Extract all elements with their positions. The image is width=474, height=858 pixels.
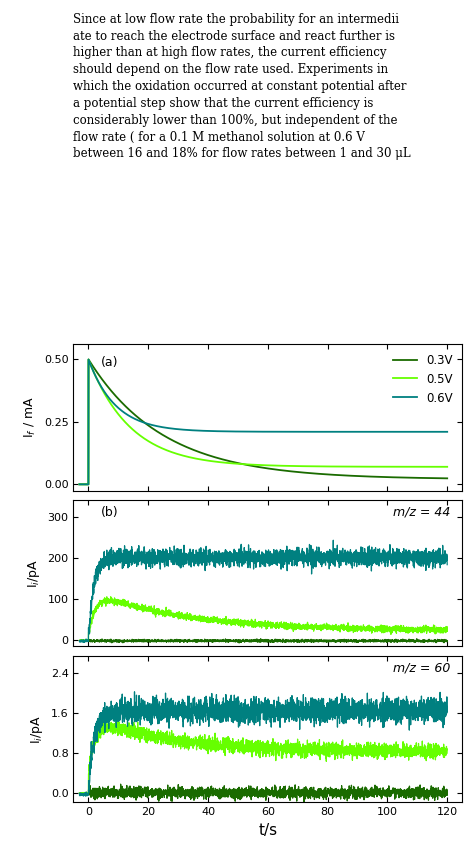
0.3V bbox=[437, 473, 443, 483]
Text: (a): (a) bbox=[100, 356, 118, 369]
0.3V bbox=[77, 479, 82, 489]
0.3V bbox=[234, 457, 239, 468]
X-axis label: t/s: t/s bbox=[258, 823, 277, 837]
Y-axis label: I$_i$/pA: I$_i$/pA bbox=[26, 559, 42, 588]
0.6V bbox=[234, 426, 239, 437]
Y-axis label: I$_f$ / mA: I$_f$ / mA bbox=[23, 396, 38, 438]
Line: 0.5V: 0.5V bbox=[80, 360, 447, 484]
0.5V bbox=[218, 457, 223, 468]
0.5V bbox=[86, 354, 91, 365]
Legend: 0.3V, 0.5V, 0.6V: 0.3V, 0.5V, 0.6V bbox=[390, 350, 456, 408]
Line: 0.3V: 0.3V bbox=[80, 360, 447, 484]
0.6V bbox=[86, 354, 91, 365]
0.6V bbox=[77, 479, 82, 489]
0.5V bbox=[77, 479, 82, 489]
Y-axis label: I$_i$/pA: I$_i$/pA bbox=[29, 715, 45, 744]
0.5V bbox=[398, 462, 403, 472]
0.6V bbox=[118, 406, 124, 416]
0.5V bbox=[444, 462, 450, 472]
0.5V bbox=[437, 462, 443, 472]
0.6V bbox=[444, 426, 450, 437]
0.6V bbox=[437, 426, 443, 437]
Text: m/z = 60: m/z = 60 bbox=[393, 662, 450, 674]
0.6V bbox=[140, 417, 146, 427]
0.5V bbox=[234, 458, 239, 468]
0.3V bbox=[140, 417, 146, 427]
Text: m/z = 44: m/z = 44 bbox=[393, 506, 450, 519]
0.5V bbox=[140, 432, 146, 443]
0.6V bbox=[218, 426, 223, 437]
0.3V bbox=[398, 473, 403, 483]
Line: 0.6V: 0.6V bbox=[80, 360, 447, 484]
0.5V bbox=[118, 413, 124, 423]
0.6V bbox=[398, 426, 403, 437]
Text: Since at low flow rate the probability for an intermedii
ate to reach the electr: Since at low flow rate the probability f… bbox=[73, 13, 411, 160]
0.3V bbox=[218, 454, 223, 464]
0.3V bbox=[86, 354, 91, 365]
Text: (b): (b) bbox=[100, 506, 118, 519]
0.3V bbox=[444, 474, 450, 484]
0.3V bbox=[118, 397, 124, 408]
